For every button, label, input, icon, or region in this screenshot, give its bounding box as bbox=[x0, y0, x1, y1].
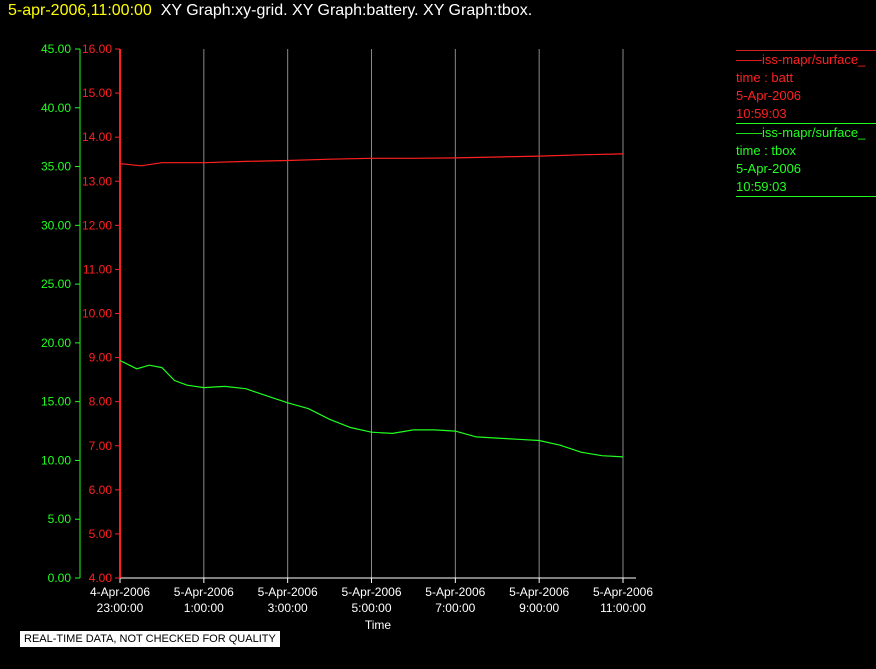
right-axis-tick-label: 5.00 bbox=[89, 527, 113, 541]
x-tick-label-time: 23:00:00 bbox=[97, 601, 144, 615]
right-axis-tick-label: 10.00 bbox=[82, 307, 112, 321]
x-tick-label-time: 5:00:00 bbox=[351, 601, 391, 615]
legend-tbox-date: 5-Apr-2006 bbox=[736, 161, 802, 176]
x-tick-label-time: 3:00:00 bbox=[268, 601, 308, 615]
legend-tbox-name: ——iss-mapr/surface_ bbox=[736, 125, 866, 140]
legend-batt-time: 10:59:03 bbox=[736, 106, 787, 121]
x-tick-label-time: 11:00:00 bbox=[600, 601, 646, 615]
header: 5-apr-2006,11:00:00 XY Graph:xy-grid. XY… bbox=[8, 2, 532, 20]
legend: ——iss-mapr/surface_ time : batt 5-Apr-20… bbox=[736, 50, 876, 197]
legend-entry-tbox: ——iss-mapr/surface_ time : tbox 5-Apr-20… bbox=[736, 123, 876, 197]
legend-divider bbox=[736, 123, 876, 124]
right-axis-tick-label: 7.00 bbox=[89, 439, 113, 453]
left-axis-tick-label: 0.00 bbox=[48, 571, 72, 585]
left-axis-tick-label: 10.00 bbox=[41, 453, 71, 467]
left-axis-tick-label: 30.00 bbox=[41, 218, 71, 232]
right-axis-tick-label: 11.00 bbox=[83, 262, 112, 276]
right-axis-tick-label: 6.00 bbox=[89, 483, 113, 497]
left-axis-tick-label: 25.00 bbox=[41, 277, 71, 291]
legend-batt-name: ——iss-mapr/surface_ bbox=[736, 52, 866, 67]
right-axis-tick-label: 13.00 bbox=[82, 174, 112, 188]
left-axis-tick-label: 20.00 bbox=[41, 336, 71, 350]
x-tick-label-date: 4-Apr-2006 bbox=[90, 585, 150, 599]
x-tick-label-date: 5-Apr-2006 bbox=[341, 585, 401, 599]
right-axis-tick-label: 9.00 bbox=[89, 351, 113, 365]
x-tick-label-date: 5-Apr-2006 bbox=[593, 585, 653, 599]
right-axis-tick-label: 12.00 bbox=[82, 218, 112, 232]
legend-entry-batt: ——iss-mapr/surface_ time : batt 5-Apr-20… bbox=[736, 50, 876, 123]
right-axis-tick-label: 4.00 bbox=[89, 571, 113, 585]
left-axis-tick-label: 40.00 bbox=[41, 101, 71, 115]
left-axis-tick-label: 45.00 bbox=[41, 42, 71, 56]
x-tick-label-date: 5-Apr-2006 bbox=[258, 585, 318, 599]
legend-batt-date: 5-Apr-2006 bbox=[736, 88, 802, 103]
header-timestamp: 5-apr-2006,11:00:00 bbox=[8, 2, 152, 19]
quality-disclaimer-badge: REAL-TIME DATA, NOT CHECKED FOR QUALITY bbox=[20, 631, 280, 647]
right-axis-tick-label: 15.00 bbox=[82, 86, 112, 100]
right-axis-tick-label: 8.00 bbox=[89, 395, 113, 409]
left-axis-tick-label: 15.00 bbox=[41, 395, 71, 409]
x-tick-label-date: 5-Apr-2006 bbox=[174, 585, 234, 599]
legend-tbox-var: time : tbox bbox=[736, 143, 796, 158]
x-tick-label-date: 5-Apr-2006 bbox=[509, 585, 569, 599]
series-line-timebatt bbox=[119, 153, 624, 167]
x-tick-label-time: 9:00:00 bbox=[519, 601, 559, 615]
x-tick-label-time: 1:00:00 bbox=[184, 601, 224, 615]
x-tick-label-date: 5-Apr-2006 bbox=[425, 585, 485, 599]
series-line-timetbox bbox=[119, 359, 624, 458]
left-axis-tick-label: 35.00 bbox=[41, 160, 71, 174]
right-axis-tick-label: 14.00 bbox=[82, 130, 112, 144]
x-axis-title: Time bbox=[365, 618, 392, 632]
legend-bottom-rule bbox=[736, 196, 876, 197]
left-axis-tick-label: 5.00 bbox=[48, 512, 72, 526]
right-axis-tick-label: 16.00 bbox=[82, 42, 112, 56]
legend-batt-var: time : batt bbox=[736, 70, 794, 85]
x-tick-label-time: 7:00:00 bbox=[435, 601, 475, 615]
header-graph-list: XY Graph:xy-grid. XY Graph:battery. XY G… bbox=[160, 2, 533, 19]
legend-tbox-time: 10:59:03 bbox=[736, 179, 787, 194]
